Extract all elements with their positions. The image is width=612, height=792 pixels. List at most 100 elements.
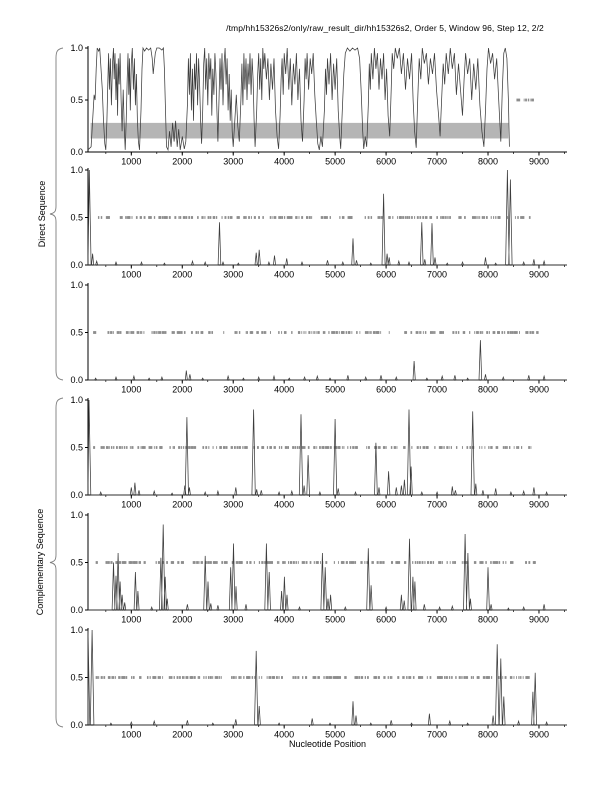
marker-dash (477, 676, 480, 679)
marker-dash (527, 98, 530, 102)
marker-dash (281, 216, 284, 219)
marker-dash (249, 331, 252, 334)
marker-dash (291, 331, 293, 334)
marker-dash (118, 446, 121, 449)
marker-dash (528, 561, 531, 564)
marker-dash (143, 216, 146, 219)
marker-dash (360, 561, 363, 564)
marker-dash (148, 216, 151, 219)
marker-dash (465, 676, 469, 679)
marker-dash (440, 676, 443, 679)
marker-dash (238, 216, 240, 219)
x-tick-label: 8000 (478, 730, 498, 740)
marker-dash (378, 331, 380, 334)
marker-dash (107, 216, 110, 219)
marker-dash (125, 676, 128, 679)
marker-dash (129, 446, 131, 449)
marker-dash (313, 561, 315, 564)
marker-dash (440, 446, 443, 449)
marker-dash (406, 216, 409, 219)
signal-curve (87, 169, 567, 266)
marker-dash (235, 676, 237, 679)
marker-dash (312, 331, 314, 334)
marker-dash (429, 331, 432, 334)
marker-dash (419, 216, 422, 219)
marker-dash (359, 331, 361, 334)
x-tick-label: 2000 (172, 500, 192, 510)
marker-dash (240, 561, 243, 564)
marker-dash (115, 676, 117, 679)
marker-dash (488, 331, 490, 334)
marker-dash (323, 676, 325, 679)
marker-dash (185, 216, 188, 219)
marker-dash (107, 561, 110, 564)
marker-dash (100, 676, 103, 679)
marker-dash (412, 561, 414, 564)
marker-dash (181, 446, 183, 449)
marker-dash (487, 676, 489, 679)
marker-dash (161, 331, 165, 334)
marker-dash (344, 676, 347, 679)
marker-dash (479, 446, 481, 449)
marker-dash (356, 331, 358, 334)
marker-dash (150, 446, 153, 449)
marker-dash (262, 216, 264, 219)
marker-dash (230, 446, 233, 449)
marker-dash (298, 216, 300, 219)
y-tick-label: 0.0 (70, 605, 83, 615)
marker-dash (351, 216, 353, 219)
marker-dash (223, 331, 225, 334)
marker-dash (345, 561, 348, 564)
marker-dash (110, 446, 113, 449)
y-tick-label: 0.5 (70, 213, 83, 223)
marker-dash (243, 216, 246, 219)
marker-dash (322, 331, 325, 334)
marker-dash (379, 561, 382, 564)
marker-dash (485, 561, 487, 564)
marker-dash (273, 216, 277, 219)
marker-dash (210, 331, 212, 334)
marker-dash (378, 446, 381, 449)
marker-dash (507, 216, 509, 219)
marker-dash (319, 561, 321, 564)
marker-dash (266, 676, 268, 679)
marker-dash (198, 331, 200, 334)
marker-dash (364, 331, 367, 334)
marker-dash (287, 216, 290, 219)
marker-dash (297, 561, 299, 564)
x-tick-label: 5000 (325, 615, 345, 625)
marker-dash (507, 331, 510, 334)
marker-dash (141, 446, 145, 449)
marker-dash (298, 446, 301, 449)
marker-dash (331, 331, 334, 334)
marker-dash (325, 561, 328, 564)
x-axis-title: Nucleotide Position (288, 739, 367, 749)
marker-dash (517, 98, 521, 102)
marker-dash (246, 676, 249, 679)
marker-dash (166, 561, 168, 564)
marker-dash (481, 561, 483, 564)
marker-dash (453, 561, 455, 564)
x-tick-label: 9000 (529, 730, 549, 740)
marker-dash (438, 676, 441, 679)
marker-dash (374, 331, 376, 334)
x-tick-label: 3000 (223, 730, 243, 740)
marker-dash (525, 331, 528, 334)
marker-dash (283, 331, 287, 334)
y-tick-label: 0.0 (70, 260, 83, 270)
marker-dash (209, 676, 212, 679)
marker-dash (436, 676, 439, 679)
marker-dash (382, 561, 385, 564)
x-tick-label: 5000 (325, 157, 345, 167)
marker-dash (469, 446, 472, 449)
marker-dash (448, 446, 450, 449)
marker-dash (269, 216, 272, 219)
marker-dash (107, 331, 110, 334)
marker-dash (476, 676, 479, 679)
marker-dash (421, 676, 424, 679)
marker-dash (366, 561, 369, 564)
marker-dash (422, 216, 425, 219)
marker-dash (520, 676, 522, 679)
marker-dash (127, 216, 130, 219)
y-tick-label: 0.0 (70, 375, 83, 385)
